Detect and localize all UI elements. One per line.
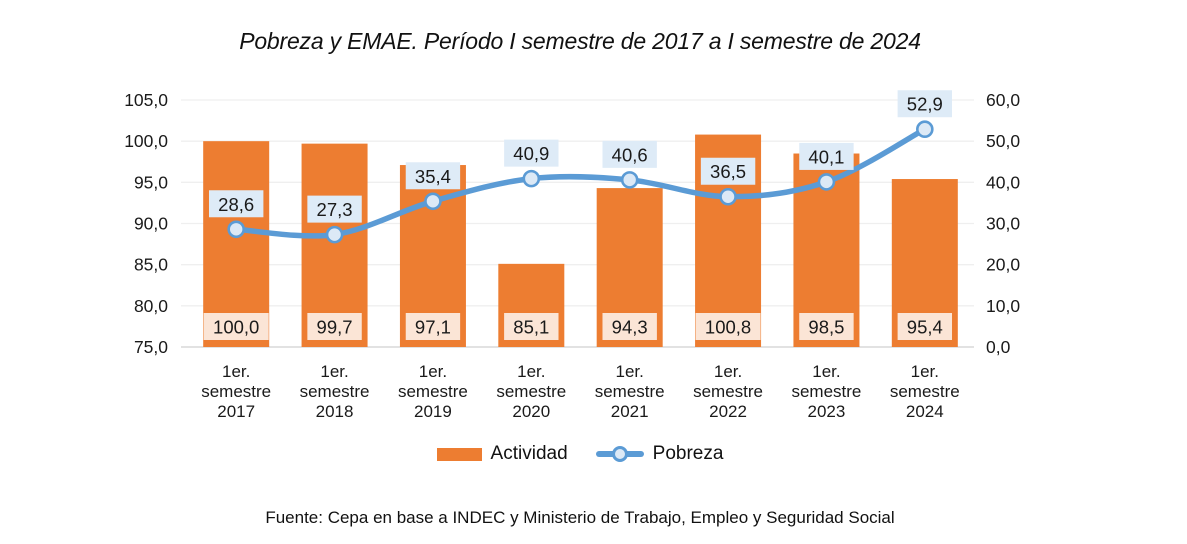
right-axis-tick-label: 0,0 xyxy=(986,337,1011,357)
actividad-swatch xyxy=(436,447,482,461)
bar-value-label: 100,0 xyxy=(213,317,259,338)
pobreza-swatch-marker-icon xyxy=(611,446,628,462)
bar-value-label-bg xyxy=(307,313,362,340)
line-value-label: 27,3 xyxy=(317,199,353,220)
right-axis-tick-label: 60,0 xyxy=(986,90,1020,110)
left-axis-tick-label: 100,0 xyxy=(124,131,168,151)
line-value-label-bg xyxy=(405,162,461,190)
bar-value-label-bg xyxy=(602,313,657,340)
legend-label-actividad: Actividad xyxy=(490,443,568,464)
line-value-label-bg xyxy=(799,142,854,170)
bar-value-label-bg xyxy=(203,313,269,340)
poverty-marker xyxy=(916,120,934,139)
pobreza-swatch xyxy=(595,446,644,462)
poverty-marker xyxy=(227,220,245,239)
poverty-marker xyxy=(522,169,541,188)
line-value-label: 40,1 xyxy=(808,146,844,167)
x-axis-category-label: 1er. semestre 2022 xyxy=(693,362,763,421)
bar-value-label: 97,1 xyxy=(415,317,451,338)
left-axis-tick-label: 105,0 xyxy=(124,90,168,110)
bar-value-label: 94,3 xyxy=(612,317,648,338)
source-note: Fuente: Cepa en base a INDEC y Ministeri… xyxy=(265,508,895,527)
line-value-label: 35,4 xyxy=(415,166,451,187)
line-value-label-bg xyxy=(700,157,756,185)
legend-label-pobreza: Pobreza xyxy=(652,443,724,464)
poverty-marker xyxy=(325,225,344,244)
x-axis-category-label: 1er. semestre 2024 xyxy=(890,362,960,421)
x-axis-category-label: 1er. semestre 2021 xyxy=(595,362,665,421)
left-axis-tick-label: 85,0 xyxy=(134,255,168,275)
x-axis-category-label: 1er. semestre 2019 xyxy=(398,362,468,421)
x-axis-category-label: 1er. semestre 2020 xyxy=(496,362,566,421)
poverty-marker xyxy=(817,173,836,191)
bar-value-label-bg xyxy=(695,313,761,340)
bar-value-label-bg xyxy=(799,313,854,340)
x-axis-category-label: 1er. semestre 2023 xyxy=(791,362,861,421)
bar-value-label: 85,1 xyxy=(513,317,549,338)
poverty-marker xyxy=(424,192,442,211)
bar-value-label-bg xyxy=(504,313,559,340)
bar-value-label: 95,4 xyxy=(907,317,943,338)
line-value-label-bg xyxy=(504,139,559,167)
left-axis-tick-label: 75,0 xyxy=(134,337,168,357)
poverty-marker xyxy=(620,171,639,189)
right-axis-tick-label: 20,0 xyxy=(986,255,1020,275)
legend: Actividad Pobreza xyxy=(0,443,1160,465)
bar-value-label: 98,5 xyxy=(808,317,844,338)
right-axis-tick-label: 40,0 xyxy=(986,172,1020,192)
right-axis-tick-label: 50,0 xyxy=(986,131,1020,151)
legend-item-actividad: Actividad xyxy=(436,443,568,465)
bar-value-label-bg xyxy=(405,313,461,340)
line-value-label: 40,9 xyxy=(513,143,549,164)
right-axis-tick-label: 30,0 xyxy=(986,214,1020,234)
poverty-marker xyxy=(719,187,737,206)
bar-value-label: 100,8 xyxy=(705,317,751,338)
left-axis-tick-label: 90,0 xyxy=(134,214,168,234)
bar-value-label-bg xyxy=(897,313,953,340)
activity-bar xyxy=(203,141,270,347)
x-axis-category-label: 1er. semestre 2018 xyxy=(300,362,370,421)
line-value-label: 36,5 xyxy=(710,161,746,182)
x-axis-category-label: 1er. semestre 2017 xyxy=(201,362,271,421)
left-axis-tick-label: 80,0 xyxy=(134,296,168,316)
line-value-label-bg xyxy=(897,90,953,118)
bar-value-label: 99,7 xyxy=(317,317,353,338)
right-axis-tick-label: 10,0 xyxy=(986,296,1020,316)
chart-title: Pobreza y EMAE. Período I semestre de 20… xyxy=(239,28,921,54)
line-value-label-bg xyxy=(208,190,264,218)
line-value-label: 40,6 xyxy=(612,144,648,165)
line-value-label: 28,6 xyxy=(218,194,254,215)
left-axis-tick-label: 95,0 xyxy=(134,172,168,192)
legend-item-pobreza: Pobreza xyxy=(595,443,724,465)
line-value-label: 52,9 xyxy=(907,94,943,115)
line-value-label-bg xyxy=(602,140,657,168)
line-value-label-bg xyxy=(307,195,362,223)
